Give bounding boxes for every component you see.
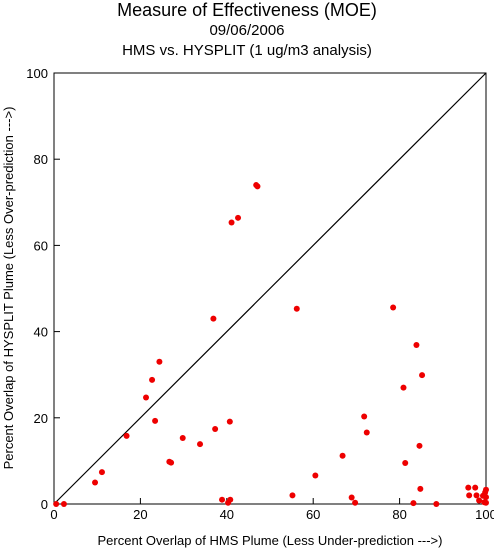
- data-point: [402, 460, 409, 467]
- data-point: [197, 441, 204, 448]
- x-axis-label: Percent Overlap of HMS Plume (Less Under…: [98, 533, 443, 548]
- data-point: [417, 485, 424, 492]
- data-point: [219, 496, 226, 503]
- data-point: [98, 469, 105, 476]
- y-tick-label: 100: [26, 66, 48, 81]
- data-point: [410, 500, 417, 507]
- x-tick-label: 20: [133, 507, 147, 522]
- x-tick-label: 100: [475, 507, 494, 522]
- data-point: [433, 501, 440, 507]
- data-point: [483, 499, 489, 506]
- data-point: [390, 304, 397, 311]
- x-axis-ticks: 0 20 40 60 80 100: [50, 498, 494, 522]
- x-tick-label: 60: [306, 507, 320, 522]
- chart-subtitle: HMS vs. HYSPLIT (1 ug/m3 analysis): [122, 42, 372, 59]
- y-axis-label: Percent Overlap of HYSPLIT Plume (Less O…: [1, 107, 16, 470]
- data-point: [179, 435, 186, 442]
- data-point: [60, 501, 67, 507]
- data-point: [476, 497, 483, 504]
- y-tick-label: 80: [34, 152, 48, 167]
- data-point: [363, 429, 370, 436]
- data-point: [339, 452, 346, 459]
- data-point: [472, 484, 479, 491]
- data-point: [312, 472, 319, 479]
- one-to-one-line: [53, 72, 487, 505]
- y-axis-ticks: 0 20 40 60 80 100: [26, 66, 60, 512]
- data-point: [149, 376, 156, 383]
- data-point: [212, 426, 219, 433]
- data-point: [143, 394, 150, 401]
- y-tick-label: 40: [34, 325, 48, 340]
- data-point: [254, 183, 261, 190]
- y-tick-label: 0: [41, 497, 48, 512]
- data-point: [210, 315, 217, 322]
- data-point: [226, 418, 233, 425]
- data-point: [92, 479, 99, 486]
- x-tick-label: 0: [50, 507, 57, 522]
- data-point: [465, 484, 472, 491]
- chart-title: Measure of Effectiveness (MOE): [117, 0, 377, 20]
- data-point: [413, 341, 420, 348]
- data-point: [473, 492, 480, 499]
- data-point: [419, 372, 426, 379]
- data-point: [416, 442, 423, 449]
- data-point: [483, 486, 489, 493]
- x-tick-label: 40: [220, 507, 234, 522]
- data-point: [228, 219, 235, 226]
- data-point: [293, 305, 300, 312]
- data-point: [53, 501, 60, 507]
- y-tick-label: 20: [34, 411, 48, 426]
- data-point: [483, 494, 489, 501]
- data-point: [400, 384, 407, 391]
- y-tick-label: 60: [34, 238, 48, 253]
- data-point: [289, 492, 296, 499]
- chart-date: 09/06/2006: [209, 22, 285, 39]
- data-point: [361, 413, 368, 420]
- x-tick-label: 80: [392, 507, 406, 522]
- data-points: [53, 182, 489, 507]
- data-point: [168, 459, 175, 466]
- data-point: [352, 499, 359, 506]
- data-point: [235, 214, 242, 221]
- data-point: [348, 494, 355, 501]
- data-point: [466, 492, 473, 499]
- data-point: [156, 358, 163, 365]
- data-point: [152, 417, 159, 424]
- data-point: [227, 496, 234, 503]
- plot-frame: [53, 72, 487, 505]
- data-point: [123, 432, 130, 439]
